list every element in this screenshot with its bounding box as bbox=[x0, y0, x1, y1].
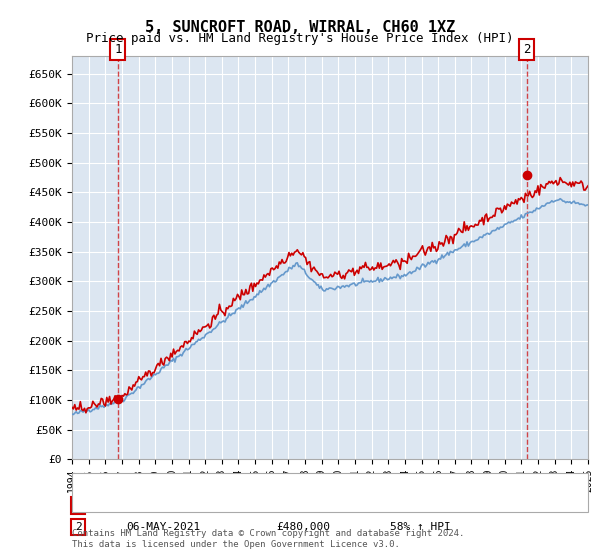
Text: Price paid vs. HM Land Registry's House Price Index (HPI): Price paid vs. HM Land Registry's House … bbox=[86, 32, 514, 45]
Text: 1: 1 bbox=[74, 501, 82, 511]
Text: 5, SUNCROFT ROAD, WIRRAL, CH60 1XZ (detached house): 5, SUNCROFT ROAD, WIRRAL, CH60 1XZ (deta… bbox=[120, 478, 464, 488]
Text: 01-OCT-1996: 01-OCT-1996 bbox=[126, 501, 200, 511]
Text: 58% ↑ HPI: 58% ↑ HPI bbox=[390, 522, 451, 532]
Text: £480,000: £480,000 bbox=[276, 522, 330, 532]
Text: 2: 2 bbox=[74, 522, 82, 532]
Text: 1: 1 bbox=[114, 43, 122, 56]
Text: 2: 2 bbox=[523, 43, 531, 56]
Text: 06-MAY-2021: 06-MAY-2021 bbox=[126, 522, 200, 532]
Text: HPI: Average price, detached house, Wirral: HPI: Average price, detached house, Wirr… bbox=[120, 495, 404, 505]
Text: 5, SUNCROFT ROAD, WIRRAL, CH60 1XZ: 5, SUNCROFT ROAD, WIRRAL, CH60 1XZ bbox=[145, 20, 455, 35]
Text: 31% ↑ HPI: 31% ↑ HPI bbox=[390, 501, 451, 511]
Text: £102,000: £102,000 bbox=[276, 501, 330, 511]
Text: Contains HM Land Registry data © Crown copyright and database right 2024.
This d: Contains HM Land Registry data © Crown c… bbox=[72, 529, 464, 549]
